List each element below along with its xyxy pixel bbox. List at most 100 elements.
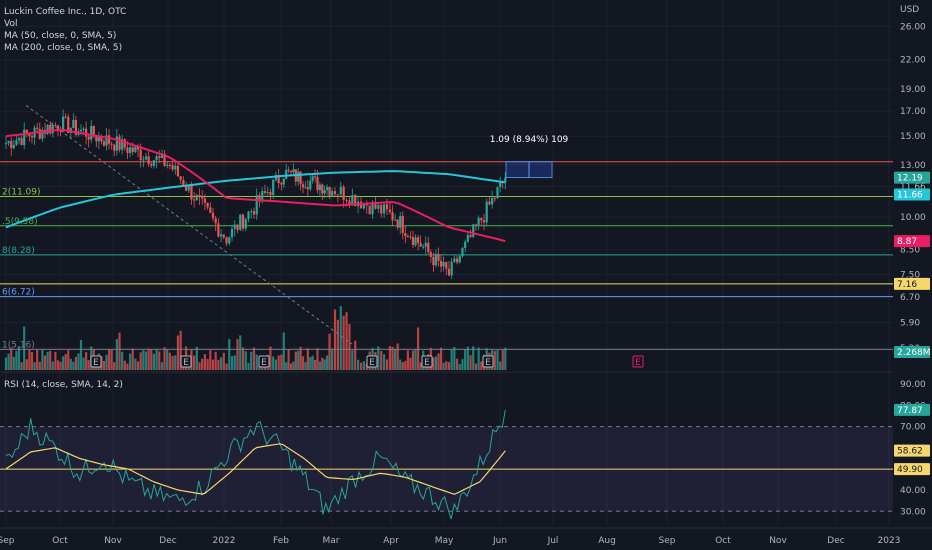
candle-body [328, 187, 331, 196]
candle-body [277, 174, 280, 184]
volume-bar [496, 350, 499, 370]
candle-body [131, 147, 134, 153]
volume-bar [107, 349, 111, 370]
volume-bar [49, 350, 52, 370]
volume-bar [380, 351, 383, 370]
earnings-marker [90, 355, 102, 368]
volume-bar [292, 361, 295, 370]
volume-bar [72, 361, 75, 370]
price-tick-label: 6.70 [900, 293, 920, 303]
price-tag-label: 12.19 [897, 174, 923, 184]
volume-bar [466, 346, 469, 370]
candle-body [209, 207, 212, 213]
candle-body [313, 176, 317, 178]
volume-bar [348, 323, 351, 370]
candle-body [391, 212, 394, 221]
volume-bar [105, 354, 108, 370]
time-tick-label: Dec [827, 536, 844, 546]
candle-body [222, 234, 225, 238]
volume-bar [155, 348, 158, 370]
candle-body [123, 139, 126, 148]
volume-bar [244, 351, 247, 370]
volume-bar [313, 359, 317, 370]
candle-body [292, 169, 295, 173]
volume-bar [357, 359, 360, 370]
volume-bar [136, 361, 140, 370]
candle-body [217, 223, 220, 237]
volume-bar [469, 355, 472, 370]
volume-bar [110, 349, 113, 370]
volume-bar [277, 355, 280, 370]
candle-body [406, 236, 409, 238]
volume-bar [129, 353, 132, 370]
volume-legend[interactable]: Vol [4, 19, 18, 29]
candle-body [434, 253, 438, 266]
moving-averages [5, 128, 506, 243]
volume-bar [247, 362, 250, 370]
candle-body [289, 170, 293, 173]
volume-bar [437, 353, 440, 370]
volume-bar [439, 347, 443, 370]
candle-body [455, 258, 459, 263]
candle-body [326, 187, 329, 191]
candle-body [182, 179, 185, 187]
candle-body [97, 136, 100, 142]
candle-body [198, 195, 201, 197]
price-tick-label: 17.00 [900, 107, 926, 117]
ma200-legend[interactable]: MA (200, close, 0, SMA, 5) [4, 43, 123, 53]
candle-body [56, 125, 60, 131]
volume-bar [147, 348, 150, 370]
fibonacci-levels: 2(11.09).5(9.58)8(8.28)6(6.72)1(5.16) [0, 161, 893, 350]
candle-body [244, 218, 247, 229]
volume-bar [434, 356, 438, 370]
volume-bar [401, 362, 404, 370]
volume-bar [23, 326, 26, 370]
candle-body [351, 195, 354, 206]
rsi-legend[interactable]: RSI (14, close, SMA, 14, 2) [4, 380, 123, 390]
earnings-marker [258, 355, 270, 368]
candle-body [427, 242, 430, 253]
candle-body [282, 178, 285, 185]
volume-bar [12, 356, 15, 370]
candle-body [496, 187, 499, 199]
price-axis-bg [893, 0, 932, 550]
volume-bar [354, 340, 357, 370]
earnings-marker-label: E [485, 358, 491, 368]
volume-bar [280, 354, 283, 370]
ma200-line [5, 170, 506, 229]
ma50-legend[interactable]: MA (50, close, 0, SMA, 5) [4, 31, 117, 41]
candle-body [195, 195, 198, 201]
rsi-ma-line [5, 443, 506, 495]
measure-tool[interactable]: 1.09 (8.94%) 109 [490, 132, 569, 179]
volume-bar [309, 357, 312, 370]
symbol-title[interactable]: Luckin Coffee Inc., 1D, OTC [4, 7, 127, 17]
candle-body [20, 138, 23, 146]
volume-bar [406, 350, 409, 370]
volume-bar [206, 358, 209, 370]
candle-body [10, 140, 13, 149]
volume-bar [69, 358, 72, 370]
candle-body [439, 260, 443, 267]
volume-bar [445, 361, 448, 370]
volume-bar [28, 349, 31, 370]
candle-body [136, 146, 140, 150]
candle-body [488, 201, 491, 205]
volume-bar [442, 362, 445, 370]
candle-body [74, 119, 77, 135]
time-tick-label: Jul [547, 536, 559, 546]
price-tick-label: 15.00 [900, 132, 926, 142]
volume-bar [134, 358, 137, 370]
volume-bar [455, 358, 459, 370]
candle-body [411, 237, 415, 245]
candle-body [64, 116, 67, 118]
earnings-marker [421, 355, 433, 368]
price-tick-label: 19.00 [900, 85, 926, 95]
candle-body [160, 153, 163, 159]
volume-bar [272, 356, 275, 370]
volume-bar [255, 354, 258, 370]
volume-bar [458, 363, 461, 370]
candle-body [168, 164, 171, 166]
candle-body [203, 198, 207, 203]
volume-bar [480, 361, 483, 370]
